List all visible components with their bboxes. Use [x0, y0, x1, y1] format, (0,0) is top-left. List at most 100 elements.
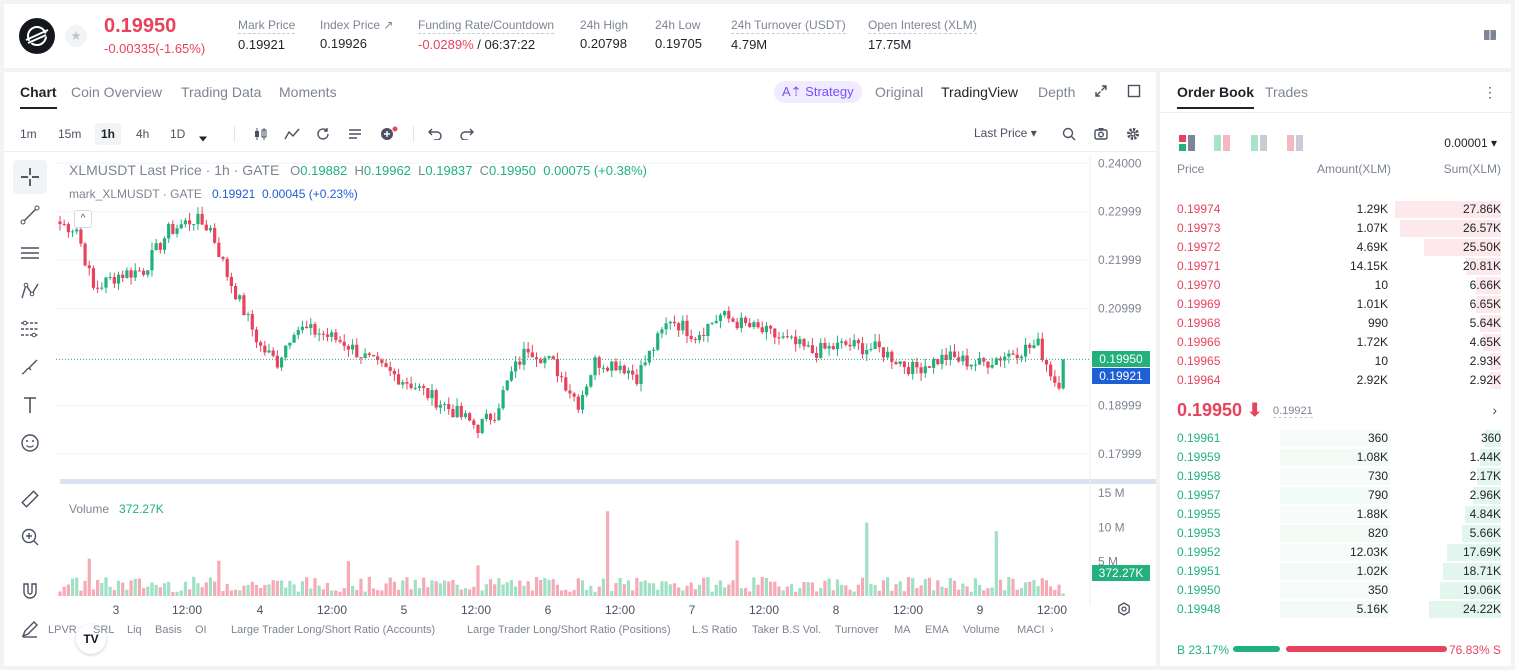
- ruler-tool-icon[interactable]: [13, 482, 47, 516]
- bid-row[interactable]: 0.19957 790 2.96K: [1160, 486, 1511, 505]
- candle-type-icon[interactable]: [253, 127, 269, 144]
- tab-trading-data[interactable]: Trading Data: [181, 84, 262, 100]
- timeframe-1m[interactable]: 1m: [20, 127, 37, 141]
- timeframe-dropdown-icon[interactable]: [198, 131, 208, 145]
- bid-row[interactable]: 0.19955 1.88K 4.84K: [1160, 505, 1511, 524]
- indicator-item[interactable]: LPVR: [48, 624, 77, 636]
- view-original[interactable]: Original: [875, 84, 924, 100]
- chart-settings-icon[interactable]: [1117, 602, 1131, 619]
- indicator-item[interactable]: Liq: [127, 624, 142, 636]
- favorite-star-icon[interactable]: ★: [65, 25, 87, 47]
- indicator-item[interactable]: Large Trader Long/Short Ratio (Positions…: [467, 624, 671, 636]
- precision-select[interactable]: 0.00001 ▾: [1444, 136, 1497, 150]
- horizontal-lines-tool-icon[interactable]: [13, 236, 47, 270]
- bid-row[interactable]: 0.19948 5.16K 24.22K: [1160, 600, 1511, 619]
- bid-row[interactable]: 0.19958 730 2.17K: [1160, 467, 1511, 486]
- indicators-icon[interactable]: [284, 127, 300, 144]
- indicator-item[interactable]: Taker B.S Vol.: [752, 624, 822, 636]
- volume-bar: [706, 577, 710, 596]
- indicator-item[interactable]: Volume: [963, 624, 1000, 636]
- stat-24h-turnover[interactable]: 24h Turnover (USDT) 4.79M: [731, 18, 846, 52]
- bid-row[interactable]: 0.19952 12.03K 17.69K: [1160, 543, 1511, 562]
- ask-row[interactable]: 0.19965 10 2.93K: [1160, 352, 1511, 371]
- camera-icon[interactable]: [1094, 127, 1108, 143]
- timeframe-1h[interactable]: 1h: [95, 123, 122, 145]
- templates-icon[interactable]: [348, 127, 362, 144]
- bid-row[interactable]: 0.19961 360 360: [1160, 429, 1511, 448]
- refresh-icon[interactable]: [316, 127, 330, 144]
- tab-chart[interactable]: Chart: [20, 84, 57, 109]
- undo-icon[interactable]: [428, 128, 442, 143]
- candle-body: [284, 345, 288, 358]
- book-icon[interactable]: [1483, 28, 1497, 42]
- more-options-icon[interactable]: ⋮: [1483, 84, 1497, 100]
- magnet-tool-icon[interactable]: [13, 574, 47, 608]
- ask-row[interactable]: 0.19969 1.01K 6.65K: [1160, 295, 1511, 314]
- tab-moments[interactable]: Moments: [279, 84, 337, 100]
- bid-row[interactable]: 0.19959 1.08K 1.44K: [1160, 448, 1511, 467]
- ask-row[interactable]: 0.19964 2.92K 2.92K: [1160, 371, 1511, 390]
- timeframe-1d[interactable]: 1D: [170, 127, 186, 141]
- view-tradingview[interactable]: TradingView: [941, 84, 1019, 100]
- amount-bar: [1280, 277, 1390, 294]
- timeframe-4h[interactable]: 4h: [136, 127, 150, 141]
- bid-row[interactable]: 0.19951 1.02K 18.71K: [1160, 562, 1511, 581]
- add-indicator-icon[interactable]: [379, 126, 399, 145]
- book-mode-split-icon[interactable]: [1214, 135, 1230, 151]
- chevron-right-icon[interactable]: ›: [1492, 402, 1497, 418]
- strategy-button[interactable]: A⇡ Strategy: [774, 81, 862, 103]
- lock-draw-tool-icon[interactable]: [13, 612, 47, 646]
- bid-row[interactable]: 0.19950 350 19.06K: [1160, 581, 1511, 600]
- tradingview-logo[interactable]: TV: [76, 624, 106, 654]
- redo-icon[interactable]: [460, 128, 474, 143]
- ask-row[interactable]: 0.19966 1.72K 4.65K: [1160, 333, 1511, 352]
- book-mode-bids-icon[interactable]: [1251, 135, 1267, 151]
- fib-tool-icon[interactable]: [13, 312, 47, 346]
- ask-row[interactable]: 0.19973 1.07K 26.57K: [1160, 219, 1511, 238]
- crosshair-tool-icon[interactable]: [13, 160, 47, 194]
- fullscreen-icon[interactable]: [1127, 84, 1141, 101]
- tab-order-book[interactable]: Order Book: [1177, 84, 1255, 109]
- indicator-item[interactable]: MACI: [1017, 624, 1045, 636]
- chevron-right-icon[interactable]: ›: [1050, 624, 1054, 636]
- stat-index-price[interactable]: Index Price ↗ 0.19926: [320, 18, 393, 51]
- ask-row[interactable]: 0.19972 4.69K 25.50K: [1160, 238, 1511, 257]
- zoom-in-tool-icon[interactable]: [13, 520, 47, 554]
- timeframe-15m[interactable]: 15m: [58, 127, 82, 141]
- volume-bar: [831, 590, 835, 596]
- ask-row[interactable]: 0.19968 990 5.64K: [1160, 314, 1511, 333]
- indicator-item[interactable]: SRL: [93, 624, 115, 636]
- book-mode-asks-icon[interactable]: [1287, 135, 1303, 151]
- expand-icon[interactable]: [1094, 84, 1108, 101]
- indicator-item[interactable]: MA: [894, 624, 911, 636]
- legend-collapse-button[interactable]: ^: [74, 210, 92, 228]
- price-type-select[interactable]: Last Price ▾: [974, 126, 1037, 140]
- indicator-item[interactable]: L.S Ratio: [692, 624, 738, 636]
- pattern-tool-icon[interactable]: [13, 274, 47, 308]
- ask-row[interactable]: 0.19971 14.15K 20.81K: [1160, 257, 1511, 276]
- candle-body: [480, 418, 484, 433]
- stat-mark-price[interactable]: Mark Price 0.19921: [238, 18, 296, 52]
- indicator-item[interactable]: Basis: [155, 624, 182, 636]
- stat-funding-rate[interactable]: Funding Rate/Countdown -0.0289% / 06:37:…: [418, 18, 555, 52]
- trend-line-tool-icon[interactable]: [13, 198, 47, 232]
- stat-open-interest[interactable]: Open Interest (XLM) 17.75M: [868, 18, 977, 52]
- ask-row[interactable]: 0.19974 1.29K 27.86K: [1160, 200, 1511, 219]
- bid-row[interactable]: 0.19953 820 5.66K: [1160, 524, 1511, 543]
- emoji-tool-icon[interactable]: [13, 426, 47, 460]
- candlestick-chart[interactable]: 0.24000 0.22999 0.21999 0.20999 0.18999 0.179…: [56, 156, 1156, 624]
- indicator-item[interactable]: OI: [195, 624, 207, 636]
- book-mode-both-icon[interactable]: [1179, 135, 1195, 151]
- settings-gear-icon[interactable]: [1126, 127, 1140, 144]
- tab-trades[interactable]: Trades: [1265, 84, 1309, 100]
- indicator-item[interactable]: Turnover: [835, 624, 879, 636]
- text-tool-icon[interactable]: [13, 388, 47, 422]
- indicator-item[interactable]: EMA: [925, 624, 949, 636]
- search-icon[interactable]: [1062, 127, 1076, 144]
- ask-row[interactable]: 0.19970 10 6.66K: [1160, 276, 1511, 295]
- indicator-item[interactable]: Large Trader Long/Short Ratio (Accounts): [231, 624, 436, 636]
- volume-bar: [660, 581, 664, 596]
- brush-tool-icon[interactable]: [13, 350, 47, 384]
- view-depth[interactable]: Depth: [1038, 84, 1076, 100]
- tab-coin-overview[interactable]: Coin Overview: [71, 84, 163, 100]
